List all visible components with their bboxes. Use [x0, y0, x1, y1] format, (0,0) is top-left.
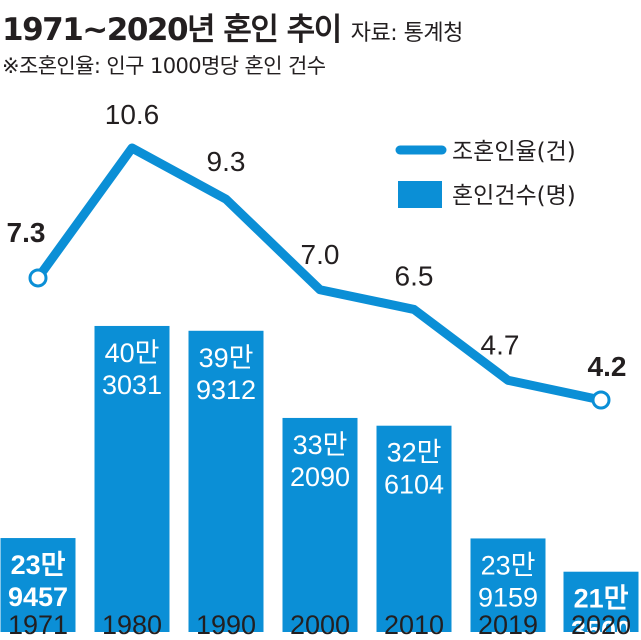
bar-label-2020-1: 21만: [574, 584, 629, 614]
x-tick-2010: 2010: [384, 610, 444, 640]
bar-1971: [0, 538, 76, 632]
line-point-2020: [591, 390, 611, 410]
x-tick-2020: 2020: [571, 610, 631, 640]
line-label-1990: 9.3: [207, 146, 246, 177]
legend-bar-label: 혼인건수(명): [452, 183, 576, 209]
line-label-2000: 7.0: [301, 239, 340, 270]
legend-line-label: 조혼인율(건): [452, 139, 576, 165]
source-label: 자료: 통계청: [350, 21, 464, 46]
x-tick-1990: 1990: [196, 610, 256, 640]
line-label-2020: 4.2: [588, 351, 627, 382]
line-point-1971: [28, 268, 48, 288]
bar-label-2010-2: 6104: [384, 470, 444, 500]
bar-2020: [563, 571, 639, 632]
bar-label-1971-2: 9457: [8, 582, 68, 612]
bar-2010: [376, 425, 452, 632]
line-label-1980: 10.6: [105, 99, 160, 130]
bar-label-1980-1: 40만: [105, 338, 160, 368]
bar-label-2000-1: 33만: [293, 430, 348, 460]
line-label-2010: 6.5: [395, 260, 434, 291]
line-label-1971: 7.3: [7, 217, 46, 248]
line-series-crude-marriage-rate: [33, 143, 606, 405]
bar-label-1990-2: 9312: [196, 375, 256, 405]
x-tick-1980: 1980: [102, 610, 162, 640]
bar-2019: [470, 538, 546, 632]
x-tick-2000: 2000: [290, 610, 350, 640]
bar-label-2019-1: 23만: [481, 550, 536, 580]
bar-label-2010-1: 32만: [387, 438, 442, 468]
header: 1971~2020년 혼인 추이 자료: 통계청: [2, 4, 463, 49]
legend-bar-swatch: [398, 181, 442, 208]
bar-1990: [188, 330, 264, 632]
bar-label-1990-1: 39만: [199, 343, 254, 373]
chart-note: ※조혼인율: 인구 1000명당 혼인 건수: [2, 54, 326, 78]
chart-title: 1971~2020년 혼인 추이: [2, 12, 342, 48]
bar-label-1980-2: 3031: [102, 370, 162, 400]
bar-label-2000-2: 2090: [290, 462, 350, 492]
x-tick-2019: 2019: [478, 610, 538, 640]
bar-label-2019-2: 9159: [478, 582, 538, 612]
line-label-2019: 4.7: [481, 329, 520, 360]
bar-label-2020-2: 3500: [571, 616, 631, 640]
x-tick-1971: 1971: [8, 610, 68, 640]
bar-1980: [94, 325, 170, 632]
bar-label-1971-1: 23만: [11, 550, 66, 580]
bar-2000: [282, 417, 358, 632]
